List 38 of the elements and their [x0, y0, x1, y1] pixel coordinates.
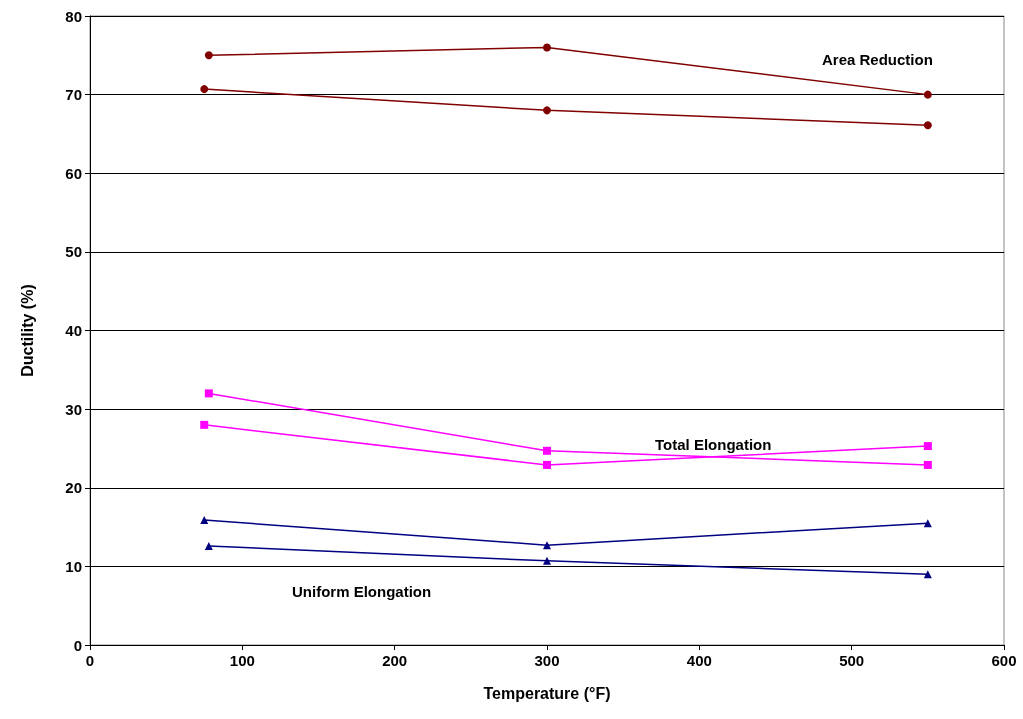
annotation: Area Reduction: [822, 51, 933, 68]
point: [204, 389, 213, 398]
y-tick-label: 20: [65, 479, 82, 497]
point: [543, 541, 551, 550]
x-tick-label: 600: [991, 652, 1017, 669]
x-tick-label: 200: [382, 652, 408, 669]
point: [543, 106, 551, 115]
point: [923, 519, 932, 528]
y-tick-label: 60: [65, 164, 82, 182]
x-axis-title: Temperature (°F): [483, 684, 611, 702]
point: [204, 541, 213, 550]
y-tick-label: 50: [65, 243, 82, 261]
y-tick-label: 70: [65, 86, 82, 104]
x-tick-label: 300: [534, 652, 560, 669]
point: [543, 446, 551, 455]
x-tick-label: 400: [686, 652, 712, 669]
point: [923, 90, 932, 99]
point: [923, 442, 932, 451]
point: [543, 43, 551, 52]
annotation: Total Elongation: [655, 436, 772, 453]
y-tick-label: 10: [65, 557, 82, 575]
x-tick-label: 0: [85, 652, 95, 669]
x-tick-label: 500: [839, 652, 865, 669]
x-tick-label: 100: [229, 652, 255, 669]
y-tick-label: 30: [65, 400, 82, 418]
point: [200, 515, 209, 524]
point: [200, 85, 209, 94]
point: [543, 460, 551, 469]
point: [923, 121, 932, 130]
y-tick-label: 0: [73, 636, 82, 654]
y-axis-title: Ductility (%): [18, 284, 36, 377]
point: [204, 51, 213, 60]
y-tick-label: 80: [65, 7, 82, 25]
point: [923, 460, 932, 469]
point: [200, 420, 209, 429]
annotation: Uniform Elongation: [292, 583, 432, 600]
y-tick-label: 40: [65, 322, 82, 339]
point: [543, 556, 551, 565]
